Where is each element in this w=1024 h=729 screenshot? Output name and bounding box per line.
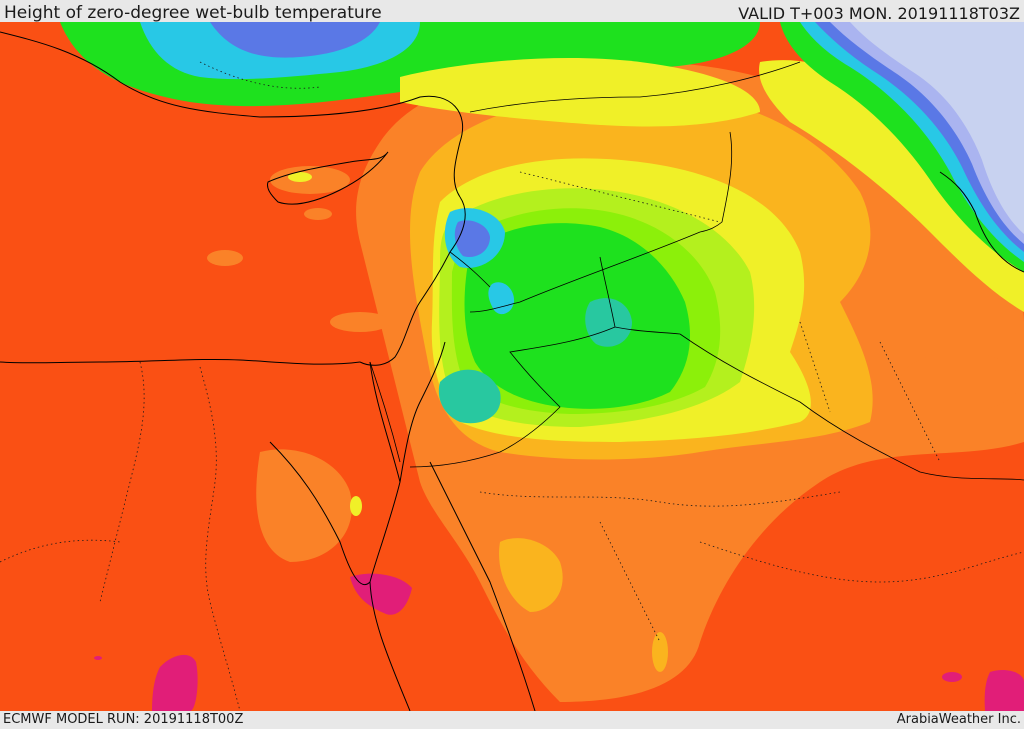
map-title: Height of zero-degree wet-bulb temperatu… [4,3,382,23]
border-jordan-saudi [409,326,616,468]
orange-spot-sea-3 [330,312,390,332]
orange-spot-sea-2 [304,208,332,220]
border-egypt-israel [369,361,401,463]
orange-zone-sinai [256,449,352,562]
green-zone [464,223,690,409]
dotted-9 [879,341,941,463]
orange-spot-east [900,352,1020,412]
map-area[interactable] [0,22,1024,711]
model-run-label: ECMWF MODEL RUN: 20191118T00Z [3,712,244,727]
border-syria-jordan [469,231,701,313]
coast-persian-gulf [939,171,1024,273]
valid-time: VALID T+003 MON. 20191118T03Z [738,4,1020,23]
magenta-spot-4 [942,672,962,682]
dotted-10 [199,61,321,89]
coast-red-sea-east [429,461,536,711]
teal-zone [585,298,632,347]
border-syria-turkey [469,61,801,113]
dotted-7 [519,171,721,223]
yellow-spot-sinai [350,496,362,516]
coast-gulf-suez [369,361,411,711]
header-bar: Height of zero-degree wet-bulb temperatu… [0,0,1024,23]
cyan-zone-hermon [488,282,515,315]
dotted-6 [699,541,1024,583]
coast-turkey-south [0,31,464,198]
yellow-zone-north [400,57,760,127]
border-iraq-saudi [679,333,1024,481]
coast-cyprus [267,151,389,205]
coastlines [0,31,1024,711]
amber-spot-south [652,632,668,672]
dotted-2 [199,366,241,711]
dotted-5 [599,521,661,643]
coast-levant [359,196,466,366]
amber-zone-south [499,538,563,612]
dotted-4 [479,491,841,507]
magenta-spot-3 [984,670,1024,711]
teal-zone-west [438,369,501,424]
footer-bar: ECMWF MODEL RUN: 20191118T00Z ArabiaWeat… [0,711,1024,729]
province-borders [0,61,1024,711]
yellow-zone-east [759,60,1024,312]
dotted-8 [799,321,831,413]
magenta-spot-5 [94,656,102,660]
weather-map [0,22,1024,711]
orange-spot-cyprus [270,166,350,194]
magenta-spot-2 [152,654,198,711]
credit-label: ArabiaWeather Inc. [896,712,1021,727]
coast-gulf-aqaba [399,341,446,483]
magenta-spot-1 [350,573,412,615]
yellow-spot-cyprus [288,172,312,182]
border-lebanon-syria [449,251,491,288]
dotted-1 [99,361,145,603]
blue-zone-lebanon [454,220,490,258]
country-borders [369,61,1024,481]
coast-sinai-west [269,441,371,585]
blue-zone-north [210,22,380,58]
coast-egypt [0,358,361,365]
orange-spot-sea-1 [207,250,243,266]
dotted-3 [0,539,121,563]
pale-lavender-zone-east [850,22,1024,234]
border-syria-iraq [699,131,733,233]
